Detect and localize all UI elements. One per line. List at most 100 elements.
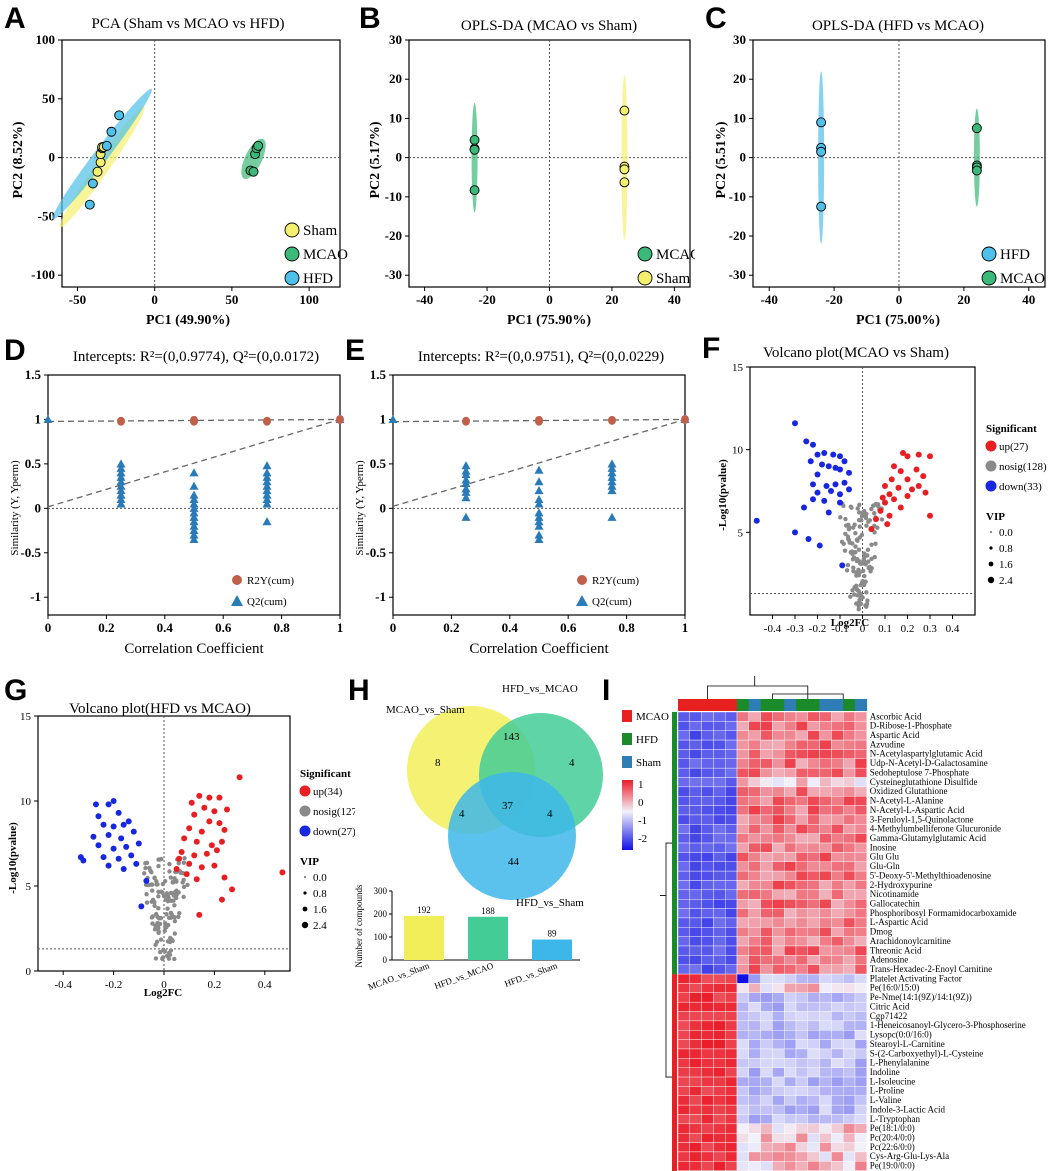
heatmap-cell: [677, 973, 691, 984]
nosig-point: [144, 892, 149, 897]
y-tick-label: 15: [20, 711, 32, 723]
down-point: [841, 479, 848, 486]
heatmap-cell: [783, 936, 797, 947]
nosig-point: [158, 937, 164, 942]
nosig-point: [845, 534, 851, 539]
row-label: Oxidized Glutathione: [870, 786, 948, 796]
data-point-hfd: [816, 117, 827, 128]
legend-marker: [985, 460, 997, 472]
heatmap-cell: [760, 1048, 773, 1059]
q2-permutation-point: [607, 477, 617, 486]
nosig-point: [178, 870, 183, 875]
nosig-point: [855, 506, 860, 511]
heatmap-cell: [772, 1095, 785, 1106]
heatmap-cell: [783, 983, 797, 994]
heatmap-cell: [677, 1086, 691, 1096]
down-point: [819, 461, 825, 468]
q2-permutation-point: [262, 477, 272, 486]
heatmap-cell: [783, 1104, 797, 1115]
y-tick-label: 10: [20, 796, 32, 808]
row-label: 1-Heneicosanoyl-Glycero-3-Phosphoserine: [870, 1020, 1026, 1030]
nosig-point: [869, 566, 874, 571]
down-point: [846, 469, 852, 476]
up-point: [904, 476, 911, 483]
q2-permutation-point: [534, 517, 544, 526]
vip-title: VIP: [986, 511, 1005, 523]
venn-count-bc: 4: [547, 808, 553, 820]
heatmap-cell: [854, 786, 868, 797]
heatmap-cell: [713, 955, 726, 965]
up-point: [211, 808, 218, 815]
heatmap-cell: [854, 1039, 868, 1050]
heatmap-cell: [772, 861, 785, 872]
heatmap-cell: [854, 1095, 868, 1106]
heatmap-cell: [772, 852, 785, 862]
down-point: [825, 463, 832, 470]
x-tick-label: 20: [605, 292, 618, 307]
nosig-point: [150, 914, 155, 919]
nosig-point: [167, 952, 173, 957]
up-point: [176, 855, 183, 862]
heatmap-cell: [760, 739, 773, 750]
panel-d-permutation: D Intercepts: R²=(0,0.9774), Q²=(0,0.017…: [4, 334, 345, 657]
heatmap-cell: [807, 814, 820, 825]
heatmap-cell: [854, 721, 868, 731]
heatmap-cell: [783, 927, 797, 937]
legend-label: Q2(cum): [247, 596, 287, 608]
heatmap-cell: [724, 1151, 738, 1162]
bar-value-label: 188: [481, 906, 495, 916]
q2-permutation-point: [189, 494, 199, 504]
heatmap-cell: [819, 1076, 832, 1087]
y-tick-label: 0: [35, 500, 42, 515]
row-label: N-Acetylaspartylglutamic Acid: [870, 749, 983, 759]
column-annotation-mcao: [701, 699, 714, 711]
heatmap-cell: [677, 711, 691, 722]
vip-size-label: 0.8: [999, 543, 1013, 555]
legend-marker: [981, 246, 997, 262]
heatmap-cell: [807, 1011, 820, 1022]
r2y-point: [117, 416, 125, 426]
heatmap-cell: [819, 1151, 832, 1162]
heatmap-cell: [677, 927, 691, 937]
data-point-sham: [619, 164, 630, 175]
heatmap-cell: [701, 964, 714, 975]
nosig-point: [172, 903, 177, 908]
vip-size-label: 0.0: [313, 872, 327, 884]
down-point: [837, 499, 843, 506]
q2-permutation-point: [461, 512, 471, 521]
nosig-point: [851, 592, 857, 597]
up-point: [229, 886, 236, 893]
heatmap-cell: [783, 1086, 797, 1096]
heatmap-cell: [772, 1151, 785, 1162]
heatmap-cell: [854, 889, 868, 900]
heatmap-cell: [831, 852, 844, 862]
nosig-point: [856, 607, 861, 612]
legend-label: nosig(127): [313, 806, 355, 818]
heatmap-cell: [713, 842, 726, 853]
heatmap-cell: [677, 1067, 691, 1078]
heatmap-cell: [713, 983, 726, 994]
y-tick-label: 20: [733, 71, 746, 86]
heatmap-cell: [689, 964, 702, 975]
heatmap-cell: [795, 1011, 809, 1022]
heatmap-cell: [736, 889, 750, 900]
heatmap-cell: [807, 1133, 820, 1143]
heatmap-cell: [807, 880, 820, 891]
heatmap-cell: [748, 1020, 761, 1031]
heatmap-cell: [713, 1104, 726, 1115]
column-annotation-sham: [784, 699, 797, 711]
heatmap-cell: [736, 767, 750, 778]
q2-permutation-point: [607, 512, 617, 521]
panel-letter-e: E: [345, 334, 365, 367]
up-point: [279, 869, 286, 876]
heatmap-cell: [736, 814, 750, 825]
nosig-point: [171, 898, 176, 903]
nosig-point: [143, 865, 148, 871]
q2-permutation-point: [189, 517, 199, 526]
heatmap-cell: [854, 917, 868, 928]
legend-label: down(33): [999, 481, 1042, 493]
heatmap-cell: [736, 973, 750, 984]
down-point: [821, 449, 828, 456]
down-point: [105, 832, 112, 838]
y-tick-label: -1: [30, 589, 41, 604]
